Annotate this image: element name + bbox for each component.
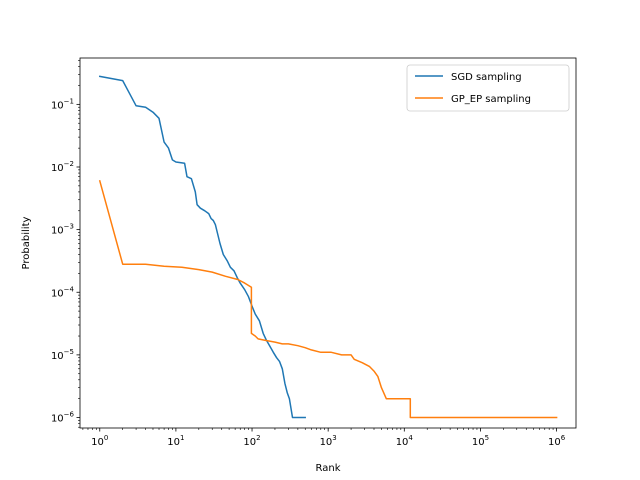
x-tick-label-exponent: 6 <box>561 434 566 442</box>
x-tick-label-base: 10 <box>396 437 409 448</box>
x-tick-label: 100 <box>91 434 108 448</box>
legend-box <box>406 64 570 112</box>
x-tick-label-exponent: 2 <box>256 434 260 442</box>
series-line-sgd-sampling <box>98 75 306 419</box>
y-tick-label: 10−4 <box>51 285 75 299</box>
legend: SGD sampling GP_EP sampling <box>406 64 570 112</box>
y-tick-label-base: 10 <box>51 100 64 111</box>
series-layer <box>98 75 558 419</box>
legend-label-gp-ep: GP_EP sampling <box>451 94 531 105</box>
x-tick-label-exponent: 0 <box>104 434 108 442</box>
x-tick-label-exponent: 4 <box>408 434 413 442</box>
y-tick-label: 10−6 <box>51 411 75 425</box>
x-tick-label: 103 <box>320 434 337 448</box>
x-tick-label-base: 10 <box>548 437 561 448</box>
y-tick-label-base: 10 <box>51 226 64 237</box>
y-tick-label-exponent: −6 <box>64 411 75 419</box>
y-tick-label-exponent: −4 <box>64 285 75 293</box>
x-tick-label-base: 10 <box>91 437 104 448</box>
ticks-layer: 100 101 102 103 104 105 10610−610−510−410−310−… <box>51 60 566 448</box>
plot-frame <box>79 57 577 429</box>
x-tick-label: 104 <box>396 434 414 448</box>
x-tick-label-base: 10 <box>472 437 485 448</box>
x-tick-label-exponent: 1 <box>180 434 184 442</box>
y-tick-label: 10−3 <box>51 223 74 237</box>
y-tick-label-exponent: −1 <box>64 97 74 105</box>
y-tick-label-exponent: −2 <box>64 160 74 168</box>
x-tick-label: 106 <box>548 434 566 448</box>
x-tick-label: 105 <box>472 434 489 448</box>
y-tick-label: 10−2 <box>51 160 74 174</box>
x-tick-label-exponent: 3 <box>332 434 336 442</box>
legend-label-sgd: SGD sampling <box>451 72 522 83</box>
x-tick-label-base: 10 <box>320 437 333 448</box>
x-tick-label-base: 10 <box>167 437 180 448</box>
y-tick-label-base: 10 <box>51 414 64 425</box>
y-tick-label: 10−1 <box>51 97 74 111</box>
x-tick-label: 102 <box>243 434 260 448</box>
y-tick-label-base: 10 <box>51 351 64 362</box>
y-tick-label-base: 10 <box>51 288 64 299</box>
y-tick-label-base: 10 <box>51 163 64 174</box>
x-axis-label: Rank <box>316 463 341 474</box>
y-axis-label: Probability <box>21 216 32 269</box>
y-tick-label: 10−5 <box>51 348 74 362</box>
series-line-gp-ep-sampling <box>98 179 558 419</box>
y-tick-label-exponent: −5 <box>64 348 74 356</box>
x-tick-label-base: 10 <box>243 437 256 448</box>
x-tick-label-exponent: 5 <box>485 434 489 442</box>
x-tick-label: 101 <box>167 434 184 448</box>
y-tick-label-exponent: −3 <box>64 223 74 231</box>
